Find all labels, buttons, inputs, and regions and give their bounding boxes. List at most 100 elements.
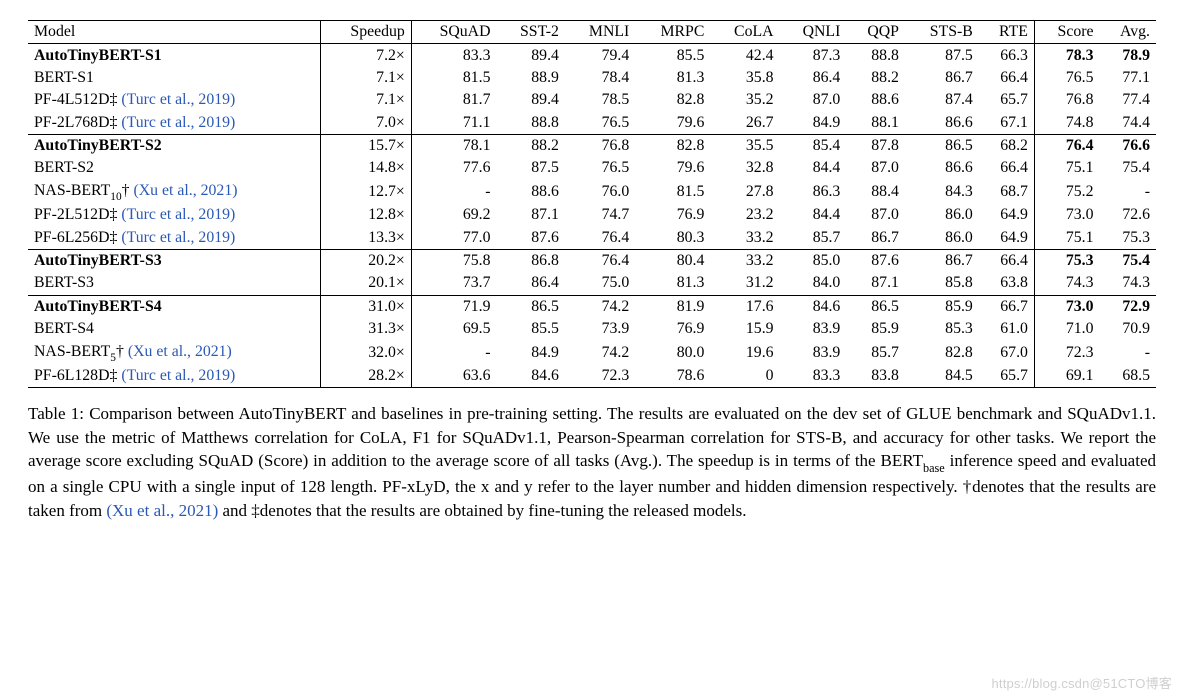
- model-cell: PF-4L512D‡ (Turc et al., 2019): [28, 89, 321, 111]
- data-cell: 32.0×: [321, 340, 412, 365]
- table-row: PF-2L768D‡ (Turc et al., 2019)7.0×71.188…: [28, 112, 1156, 135]
- data-cell: 76.8: [1034, 89, 1099, 111]
- data-cell: 74.3: [1034, 272, 1099, 295]
- data-cell: 73.0: [1034, 295, 1099, 318]
- data-cell: -: [1100, 180, 1156, 205]
- data-cell: 88.1: [846, 112, 905, 135]
- citation: (Turc et al., 2019): [121, 206, 235, 223]
- data-cell: 82.8: [635, 89, 710, 111]
- data-cell: 81.7: [411, 89, 496, 111]
- data-cell: 81.3: [635, 67, 710, 89]
- data-cell: 65.7: [979, 365, 1035, 388]
- data-cell: 80.4: [635, 249, 710, 272]
- data-cell: 75.0: [565, 272, 635, 295]
- data-cell: 86.4: [497, 272, 565, 295]
- table-head: ModelSpeedupSQuADSST-2MNLIMRPCCoLAQNLIQQ…: [28, 21, 1156, 44]
- data-cell: 81.3: [635, 272, 710, 295]
- data-cell: 84.4: [780, 157, 847, 179]
- data-cell: 82.8: [905, 340, 979, 365]
- data-cell: 85.3: [905, 318, 979, 340]
- data-cell: 20.1×: [321, 272, 412, 295]
- data-cell: 85.4: [780, 134, 847, 157]
- data-cell: 75.1: [1034, 227, 1099, 250]
- table-row: BERT-S214.8×77.687.576.579.632.884.487.0…: [28, 157, 1156, 179]
- data-cell: 23.2: [710, 204, 779, 226]
- data-cell: 78.4: [565, 67, 635, 89]
- data-cell: 66.4: [979, 157, 1035, 179]
- citation: (Xu et al., 2021): [106, 501, 218, 520]
- table-row: AutoTinyBERT-S17.2×83.389.479.485.542.48…: [28, 44, 1156, 67]
- data-cell: 78.1: [411, 134, 496, 157]
- data-cell: 76.9: [635, 318, 710, 340]
- model-cell: AutoTinyBERT-S2: [28, 134, 321, 157]
- data-cell: 69.1: [1034, 365, 1099, 388]
- data-cell: -: [411, 340, 496, 365]
- data-cell: 77.0: [411, 227, 496, 250]
- data-cell: 33.2: [710, 249, 779, 272]
- data-cell: 63.6: [411, 365, 496, 388]
- data-cell: 31.3×: [321, 318, 412, 340]
- data-cell: 68.2: [979, 134, 1035, 157]
- data-cell: 76.0: [565, 180, 635, 205]
- data-cell: 88.8: [846, 44, 905, 67]
- citation: (Turc et al., 2019): [121, 229, 235, 246]
- table-row: NAS-BERT10† (Xu et al., 2021)12.7×-88.67…: [28, 180, 1156, 205]
- citation: (Turc et al., 2019): [121, 91, 235, 108]
- data-cell: 12.7×: [321, 180, 412, 205]
- data-cell: 86.4: [780, 67, 847, 89]
- data-cell: 67.1: [979, 112, 1035, 135]
- data-cell: 89.4: [497, 44, 565, 67]
- model-cell: BERT-S4: [28, 318, 321, 340]
- data-cell: 86.7: [846, 227, 905, 250]
- data-cell: 0: [710, 365, 779, 388]
- data-cell: 88.9: [497, 67, 565, 89]
- data-cell: 74.2: [565, 340, 635, 365]
- data-cell: 87.5: [905, 44, 979, 67]
- data-cell: 79.6: [635, 112, 710, 135]
- table-row: NAS-BERT5† (Xu et al., 2021)32.0×-84.974…: [28, 340, 1156, 365]
- data-cell: 81.9: [635, 295, 710, 318]
- table-body: AutoTinyBERT-S17.2×83.389.479.485.542.48…: [28, 44, 1156, 388]
- data-cell: 86.8: [497, 249, 565, 272]
- data-cell: 42.4: [710, 44, 779, 67]
- col-header: Avg.: [1100, 21, 1156, 44]
- data-cell: 86.5: [905, 134, 979, 157]
- data-cell: 69.5: [411, 318, 496, 340]
- data-cell: 7.0×: [321, 112, 412, 135]
- data-cell: 78.6: [635, 365, 710, 388]
- data-cell: 7.1×: [321, 89, 412, 111]
- caption-label: Table 1:: [28, 404, 84, 423]
- data-cell: 76.5: [1034, 67, 1099, 89]
- data-cell: 75.2: [1034, 180, 1099, 205]
- data-cell: 74.2: [565, 295, 635, 318]
- model-cell: BERT-S1: [28, 67, 321, 89]
- data-cell: 76.5: [565, 157, 635, 179]
- data-cell: 72.3: [565, 365, 635, 388]
- data-cell: 79.6: [635, 157, 710, 179]
- table-row: PF-6L256D‡ (Turc et al., 2019)13.3×77.08…: [28, 227, 1156, 250]
- data-cell: 86.3: [780, 180, 847, 205]
- data-cell: 86.0: [905, 204, 979, 226]
- data-cell: 87.3: [780, 44, 847, 67]
- col-header: Score: [1034, 21, 1099, 44]
- data-cell: 15.7×: [321, 134, 412, 157]
- data-cell: 76.5: [565, 112, 635, 135]
- citation: (Turc et al., 2019): [121, 114, 235, 131]
- data-cell: 28.2×: [321, 365, 412, 388]
- data-cell: 75.4: [1100, 157, 1156, 179]
- data-cell: 87.8: [846, 134, 905, 157]
- model-cell: PF-2L768D‡ (Turc et al., 2019): [28, 112, 321, 135]
- data-cell: 87.1: [497, 204, 565, 226]
- data-cell: 83.3: [780, 365, 847, 388]
- data-cell: 78.5: [565, 89, 635, 111]
- data-cell: 67.0: [979, 340, 1035, 365]
- data-cell: 85.9: [905, 295, 979, 318]
- data-cell: 79.4: [565, 44, 635, 67]
- data-cell: 86.6: [905, 157, 979, 179]
- data-cell: 86.7: [905, 249, 979, 272]
- data-cell: 77.4: [1100, 89, 1156, 111]
- data-cell: 66.4: [979, 249, 1035, 272]
- data-cell: 87.1: [846, 272, 905, 295]
- data-cell: 85.7: [846, 340, 905, 365]
- data-cell: 84.0: [780, 272, 847, 295]
